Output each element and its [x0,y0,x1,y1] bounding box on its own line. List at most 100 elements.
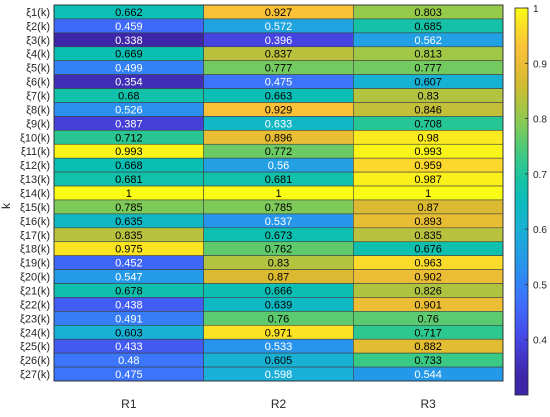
cell-value-label: 1 [275,188,281,200]
row-tick-label: ξ14(k) [20,188,50,200]
cell-value-label: 0.777 [414,63,442,75]
column-tick-label: R2 [271,397,287,411]
cell-value-label: 1 [126,188,132,200]
cell-value-label: 0.499 [115,63,143,75]
cell-value-label: 0.835 [414,230,442,242]
cell-value-label: 0.526 [115,104,143,116]
cell-value-label: 0.993 [414,146,442,158]
cell-value-label: 0.639 [265,299,293,311]
heatmap-cells [53,4,504,382]
cell-value-label: 0.901 [414,299,442,311]
colorbar-gradient [514,7,529,396]
cell-value-label: 0.607 [414,77,442,89]
cell-value-label: 0.896 [265,132,293,144]
cell-value-labels: 0.662 0.927 0.803 0.459 0.572 0.685 0.338 0.396… [115,7,442,381]
cell-value-label: 0.963 [414,258,442,270]
cell-value-label: 0.902 [414,272,442,284]
cell-value-label: 0.681 [265,174,293,186]
column-tick-label: R3 [420,397,436,411]
cell-value-label: 0.537 [265,216,293,228]
row-tick-label: ξ7(k) [26,91,50,103]
cell-value-label: 0.572 [265,21,293,33]
cell-value-label: 1 [425,188,431,200]
cell-value-label: 0.835 [115,230,143,242]
cell-value-label: 0.87 [417,202,438,214]
colorbar-tick-label: 0.7 [533,170,547,181]
cell-value-label: 0.987 [414,174,442,186]
cell-value-label: 0.533 [265,341,293,353]
cell-value-label: 0.433 [115,341,143,353]
colorbar-tick-label: 1 [533,4,539,15]
cell-value-label: 0.678 [115,285,143,297]
cell-value-label: 0.676 [414,244,442,256]
row-tick-label: ξ17(k) [20,230,50,242]
cell-value-label: 0.772 [265,146,293,158]
row-tick-label: ξ9(k) [26,118,50,130]
cell-value-label: 0.712 [115,132,143,144]
cell-value-label: 0.338 [115,35,143,47]
cell-value-label: 0.681 [115,174,143,186]
y-axis-label: k [0,202,13,209]
row-tick-label: ξ20(k) [20,272,50,284]
cell-value-label: 0.882 [414,341,442,353]
cell-value-label: 0.452 [115,258,143,270]
cell-value-label: 0.846 [414,104,442,116]
row-tick-label: ξ25(k) [20,341,50,353]
cell-value-label: 0.547 [115,272,143,284]
cell-value-label: 0.48 [118,355,139,367]
cell-value-label: 0.459 [115,21,143,33]
cell-value-label: 0.396 [265,35,293,47]
colorbar-tick-label: 0.6 [533,225,547,236]
cell-value-label: 0.685 [414,21,442,33]
cell-value-label: 0.708 [414,118,442,130]
cell-value-label: 0.785 [115,202,143,214]
row-tick-label: ξ5(k) [26,63,50,75]
row-tick-label: ξ21(k) [20,285,50,297]
column-tick-label: R1 [121,397,137,411]
cell-value-label: 0.76 [268,313,289,325]
cell-value-label: 0.475 [115,369,143,381]
colorbar-tick-label: 0.9 [533,59,547,70]
colorbar: 0.4 0.5 0.6 0.7 0.8 0.9 1 [514,4,547,396]
row-tick-label: ξ26(k) [20,355,50,367]
row-tick-label: ξ22(k) [20,299,50,311]
cell-value-label: 0.669 [115,49,143,61]
cell-value-label: 0.762 [265,244,293,256]
row-tick-label: ξ18(k) [20,244,50,256]
cell-value-label: 0.673 [265,230,293,242]
colorbar-tick-label: 0.4 [533,336,547,347]
cell-value-label: 0.598 [265,369,293,381]
cell-value-label: 0.605 [265,355,293,367]
row-tick-label: ξ24(k) [20,327,50,339]
cell-value-label: 0.603 [115,327,143,339]
cell-value-label: 0.927 [265,7,293,19]
row-tick-label: ξ10(k) [20,132,50,144]
cell-value-label: 0.562 [414,35,442,47]
colorbar-tick-label: 0.8 [533,115,547,126]
row-tick-label: ξ23(k) [20,313,50,325]
cell-value-label: 0.837 [265,49,293,61]
cell-value-label: 0.993 [115,146,143,158]
cell-value-label: 0.663 [265,91,293,103]
cell-value-label: 0.491 [115,313,143,325]
colorbar-tick-label: 0.5 [533,280,547,291]
plot-frame [53,4,504,382]
row-tick-label: ξ27(k) [20,369,50,381]
row-tick-label: ξ15(k) [20,202,50,214]
row-tick-label: ξ8(k) [26,104,50,116]
cell-value-label: 0.633 [265,118,293,130]
cell-value-label: 0.354 [115,77,143,89]
cell-value-label: 0.959 [414,160,442,172]
row-tick-label: ξ16(k) [20,216,50,228]
cell-value-label: 0.56 [268,160,289,172]
cell-value-label: 0.733 [414,355,442,367]
row-tick-label: ξ3(k) [26,35,50,47]
cell-value-label: 0.76 [417,313,438,325]
cell-value-label: 0.662 [115,7,143,19]
cell-value-label: 0.803 [414,7,442,19]
cell-value-label: 0.893 [414,216,442,228]
cell-value-label: 0.68 [118,91,139,103]
cell-value-label: 0.666 [265,285,293,297]
cell-value-label: 0.717 [414,327,442,339]
